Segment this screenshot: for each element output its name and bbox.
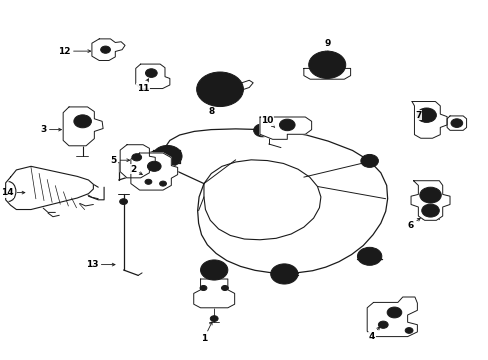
- Circle shape: [210, 316, 218, 321]
- Circle shape: [253, 124, 271, 137]
- Text: 6: 6: [407, 218, 419, 230]
- Circle shape: [308, 51, 345, 78]
- Circle shape: [217, 87, 222, 91]
- Circle shape: [416, 108, 435, 122]
- Text: 1: 1: [201, 322, 212, 343]
- Text: 3: 3: [40, 125, 61, 134]
- Circle shape: [78, 118, 87, 125]
- Circle shape: [270, 264, 297, 284]
- Polygon shape: [6, 166, 93, 210]
- Circle shape: [405, 328, 412, 333]
- Polygon shape: [410, 181, 449, 220]
- Circle shape: [279, 119, 294, 131]
- Circle shape: [101, 46, 110, 53]
- Circle shape: [357, 247, 381, 265]
- Circle shape: [360, 249, 378, 262]
- Circle shape: [214, 85, 225, 94]
- Circle shape: [421, 204, 438, 217]
- Text: 5: 5: [110, 156, 129, 165]
- Text: 7: 7: [414, 111, 424, 122]
- Circle shape: [423, 190, 436, 200]
- Text: 14: 14: [1, 188, 25, 197]
- Circle shape: [152, 145, 182, 167]
- Text: 11: 11: [137, 79, 149, 93]
- Circle shape: [120, 199, 127, 204]
- Circle shape: [450, 119, 462, 127]
- Polygon shape: [193, 279, 234, 308]
- Circle shape: [81, 120, 84, 123]
- Text: 2: 2: [130, 165, 142, 175]
- Polygon shape: [238, 80, 253, 91]
- Circle shape: [206, 264, 222, 276]
- Circle shape: [151, 164, 157, 169]
- Circle shape: [132, 154, 142, 161]
- Circle shape: [74, 115, 91, 128]
- Circle shape: [420, 111, 431, 120]
- Polygon shape: [446, 116, 466, 130]
- Circle shape: [427, 193, 432, 197]
- Circle shape: [283, 122, 290, 128]
- Circle shape: [390, 310, 397, 315]
- Circle shape: [200, 260, 227, 280]
- Circle shape: [419, 187, 440, 203]
- Circle shape: [201, 76, 238, 103]
- Polygon shape: [303, 68, 350, 79]
- Circle shape: [386, 307, 401, 318]
- Circle shape: [211, 268, 217, 272]
- Circle shape: [323, 62, 330, 68]
- Text: 10: 10: [261, 116, 274, 127]
- Text: 8: 8: [208, 100, 217, 116]
- Circle shape: [154, 149, 175, 165]
- Circle shape: [209, 81, 230, 97]
- Circle shape: [313, 55, 340, 75]
- Polygon shape: [120, 145, 155, 178]
- Polygon shape: [366, 297, 417, 337]
- Circle shape: [275, 267, 292, 280]
- Circle shape: [221, 285, 228, 291]
- Polygon shape: [260, 117, 311, 139]
- Circle shape: [147, 161, 161, 171]
- Text: 4: 4: [368, 327, 379, 341]
- Polygon shape: [63, 107, 103, 146]
- Text: 13: 13: [85, 260, 115, 269]
- Circle shape: [159, 181, 166, 186]
- Polygon shape: [411, 102, 446, 138]
- Circle shape: [360, 154, 378, 167]
- Circle shape: [378, 321, 387, 328]
- Text: 12: 12: [58, 47, 90, 56]
- Circle shape: [200, 285, 206, 291]
- Text: 9: 9: [324, 39, 330, 54]
- Polygon shape: [131, 153, 177, 190]
- Circle shape: [319, 59, 334, 71]
- Polygon shape: [136, 64, 169, 89]
- Circle shape: [196, 72, 243, 107]
- Circle shape: [145, 179, 151, 184]
- Circle shape: [145, 69, 157, 77]
- Polygon shape: [92, 39, 125, 60]
